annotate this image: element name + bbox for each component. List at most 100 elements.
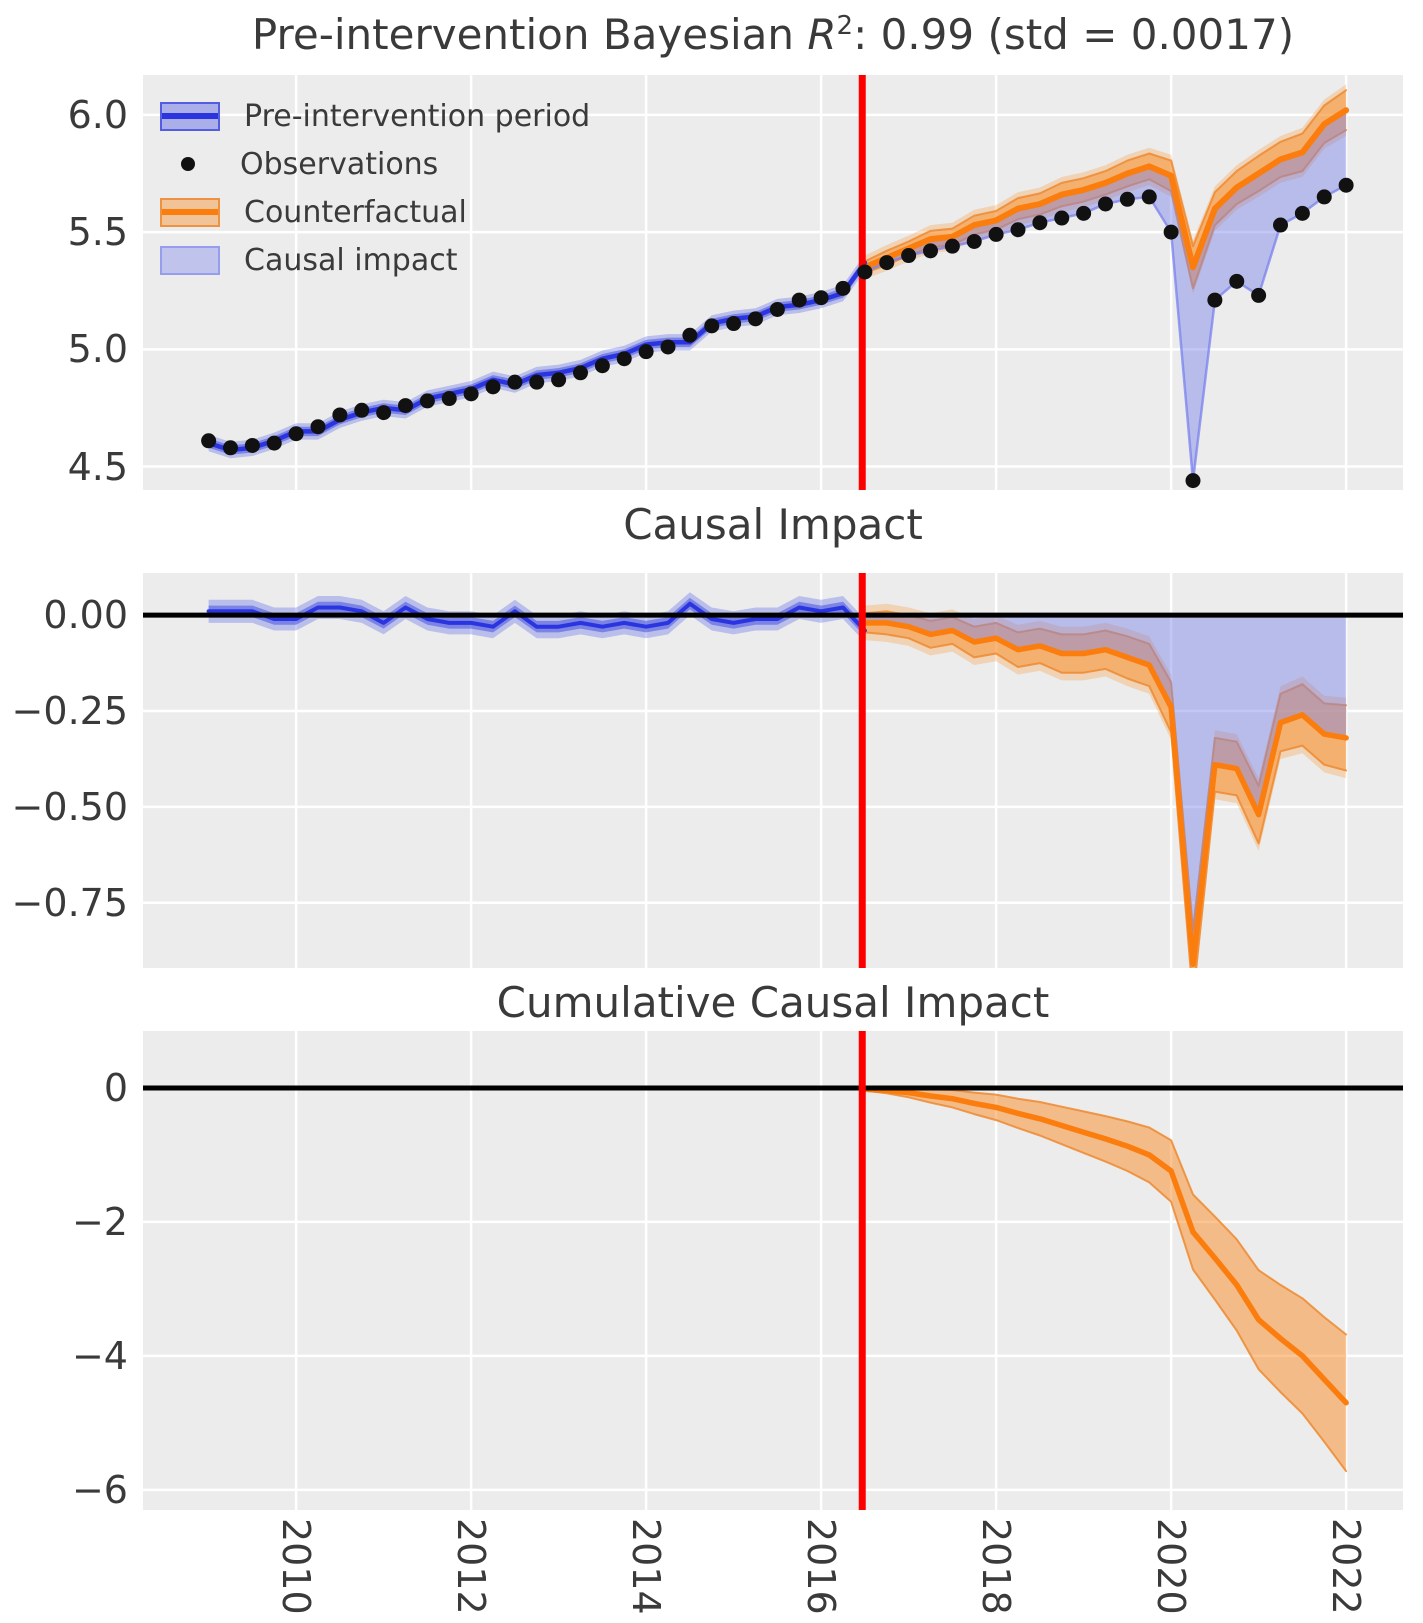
observation-dot — [551, 372, 567, 388]
legend-item-label: Counterfactual — [244, 194, 467, 230]
observation-dot — [594, 358, 610, 374]
blue-band-swatch — [160, 101, 220, 131]
observation-dot — [1119, 191, 1135, 207]
observation-dot — [879, 255, 895, 271]
y-tick-label: −2 — [71, 1199, 128, 1244]
cumulative-band-edge — [863, 1089, 1348, 1473]
y-tick-label: −4 — [71, 1333, 128, 1378]
r-squared-symbol: R — [807, 10, 837, 59]
observation-dot — [748, 311, 763, 327]
x-tick-label: 2020 — [1149, 1518, 1194, 1615]
observation-dot — [354, 402, 370, 418]
causal-impact-fill — [864, 615, 1347, 965]
observation-dot — [1229, 273, 1245, 289]
counterfactual-line — [861, 107, 1350, 271]
observation-dot — [1316, 189, 1332, 205]
legend-item-label: Pre-intervention period — [244, 98, 591, 134]
observation-dot — [201, 433, 217, 449]
dot-icon — [181, 157, 195, 171]
observation-dot — [769, 301, 785, 317]
panel1-title-suffix: : 0.99 (std = 0.0017) — [853, 10, 1295, 59]
observation-dot — [244, 437, 260, 453]
causal-impact-fill — [864, 110, 1347, 481]
observation-dot — [419, 393, 435, 409]
observation-dot — [398, 398, 413, 414]
cumulative-causal-impact-plot — [143, 1031, 1403, 1510]
legend-item: Pre-intervention period — [160, 92, 590, 140]
impact-band-edge — [863, 631, 1348, 968]
observation-dot — [1273, 217, 1288, 233]
observation-dot — [1294, 205, 1310, 221]
observation-dot — [923, 243, 938, 259]
observation-dot — [682, 327, 698, 343]
y-tick-label: 5.5 — [67, 210, 128, 255]
legend-item-label: Observations — [240, 146, 439, 182]
observation-dot — [944, 238, 960, 254]
observation-dot — [988, 226, 1004, 242]
observation-dot — [223, 440, 238, 456]
observation-dot — [704, 318, 720, 334]
panel2-title: Causal Impact — [623, 500, 923, 549]
observation-dot — [463, 386, 479, 402]
legend-item: Observations — [160, 140, 590, 188]
y-tick-label: 0.00 — [43, 593, 128, 638]
x-tick-label: 2012 — [449, 1518, 494, 1615]
y-tick-label: 6.0 — [67, 92, 128, 137]
observation-dot — [441, 391, 457, 407]
orange-band-swatch — [160, 197, 220, 227]
observation-dot — [1054, 210, 1070, 226]
panel1-title: Pre-intervention Bayesian R2: 0.99 (std … — [143, 10, 1403, 59]
observation-dot — [835, 280, 851, 296]
counterfactual-band — [864, 90, 1347, 289]
observation-dot — [813, 290, 829, 306]
y-tick-label: −6 — [71, 1467, 128, 1512]
observation-dot — [266, 435, 282, 451]
observation-dot — [1010, 222, 1026, 238]
observation-dot — [376, 405, 392, 421]
observation-dot — [791, 292, 807, 308]
observation-dot — [529, 374, 545, 390]
y-tick-label: 4.5 — [67, 444, 128, 489]
legend-item-label: Causal impact — [244, 242, 458, 278]
impact-band — [864, 611, 1347, 968]
observation-dot — [1098, 196, 1113, 212]
observation-dot — [507, 374, 523, 390]
observation-dot — [1207, 292, 1223, 308]
y-tick-label: −0.75 — [11, 880, 128, 925]
observation-dot — [573, 365, 588, 381]
pre-fit-band — [208, 257, 865, 455]
orange-line-icon — [162, 209, 218, 215]
y-tick-label: 5.0 — [67, 327, 128, 372]
r-squared-exponent: 2 — [836, 11, 854, 41]
observation-dot — [1032, 215, 1048, 231]
observation-dot — [1163, 224, 1179, 240]
x-tick-label: 2010 — [274, 1518, 319, 1615]
pre-impact-band — [208, 597, 865, 637]
observation-dot — [1076, 205, 1092, 221]
pre-intervention-plot — [143, 75, 1403, 490]
y-tick-label: −0.25 — [11, 689, 128, 734]
observation-dot-icon — [160, 152, 216, 177]
counterfactual-band-edge — [863, 89, 1348, 263]
impact-band-edge — [863, 610, 1348, 931]
observation-dot — [332, 407, 348, 423]
pre-fit-line — [206, 260, 868, 453]
y-tick-label: −0.50 — [11, 784, 128, 829]
cumulative-band — [864, 1087, 1347, 1472]
legend-item: Causal impact — [160, 236, 590, 284]
x-tick-label: 2014 — [624, 1518, 669, 1615]
causal-impact-fill-swatch — [160, 245, 220, 275]
observation-dot — [660, 339, 676, 355]
panel3-title: Cumulative Causal Impact — [496, 978, 1050, 1027]
impact-line — [862, 620, 1349, 967]
observation-dot — [726, 316, 742, 332]
observation-dot — [857, 264, 873, 280]
observation-dot — [1185, 473, 1201, 489]
observation-dot — [288, 426, 304, 442]
observation-dot — [1338, 177, 1354, 193]
panel1-title-prefix: Pre-intervention Bayesian — [251, 10, 808, 59]
blue-line-icon — [162, 113, 218, 119]
legend-item: Counterfactual — [160, 188, 590, 236]
observation-dot — [1251, 287, 1267, 303]
